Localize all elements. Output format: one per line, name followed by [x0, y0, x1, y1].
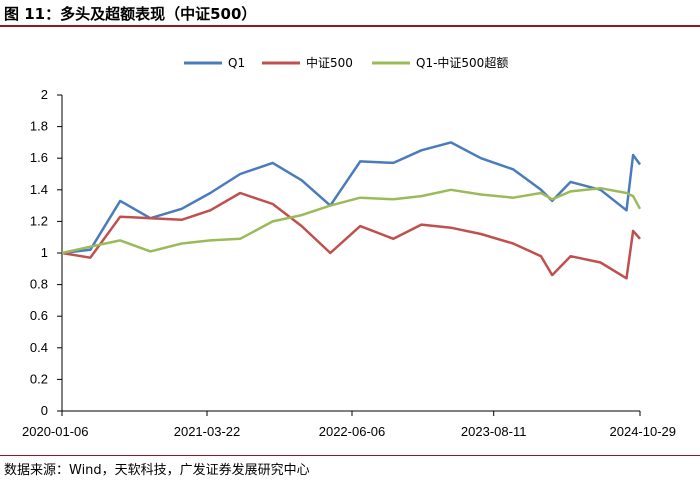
figure-title: 图 11：多头及超额表现（中证500）: [4, 5, 257, 23]
source-divider: [0, 455, 700, 456]
x-tick-label: 2021-03-22: [174, 424, 241, 439]
title-divider: [0, 25, 700, 27]
y-tick-label: 1.4: [30, 182, 48, 197]
y-tick-label: 0.6: [30, 308, 48, 323]
data-source-note: 数据来源：Wind，天软科技，广发证券发展研究中心: [4, 463, 310, 478]
series-line-0: [61, 141, 642, 255]
y-tick-label: 0.4: [30, 340, 48, 355]
y-tick-label: 1.6: [30, 150, 48, 165]
legend-label-1: 中证500: [306, 55, 353, 70]
legend-label-0: Q1: [228, 56, 245, 70]
y-tick-label: 1: [41, 245, 48, 260]
x-tick-label: 2022-06-06: [319, 424, 386, 439]
series-line-1: [61, 191, 641, 280]
y-tick-label: 0: [41, 403, 48, 418]
y-tick-label: 0.2: [30, 371, 48, 386]
x-tick-label: 2020-01-06: [22, 424, 89, 439]
y-tick-label: 1.2: [30, 213, 48, 228]
legend-label-2: Q1-中证500超额: [416, 55, 508, 70]
y-tick-label: 2: [41, 87, 48, 102]
series-line-2: [61, 186, 642, 255]
figure-title-bar: 图 11：多头及超额表现（中证500）: [0, 0, 700, 27]
y-tick-label: 1.8: [30, 119, 48, 134]
line-chart: 0 0.2 0.4 0.6 0.8 1 1.2 1.4 1.6 1.8 2 2020-01-06 202…: [22, 55, 677, 439]
x-tick-label: 2023-08-11: [461, 424, 527, 439]
x-tick-label: 2024-10-29: [610, 424, 677, 439]
y-tick-label: 0.8: [30, 277, 48, 292]
